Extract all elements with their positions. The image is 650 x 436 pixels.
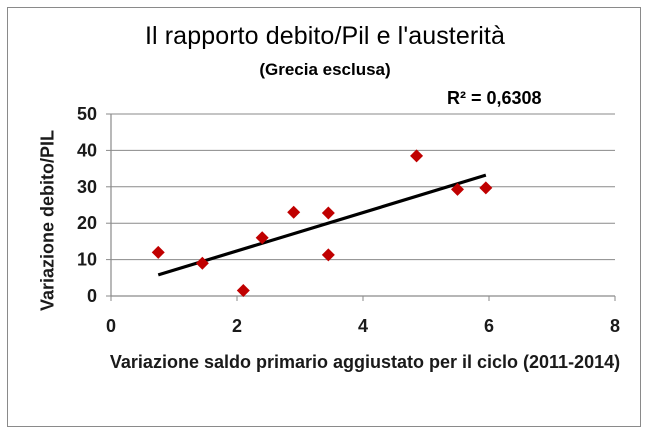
data-point: [195, 256, 209, 270]
y-tick-label: 30: [77, 177, 97, 197]
data-point: [451, 182, 464, 196]
y-tick-label: 0: [87, 286, 97, 306]
y-tick-label: 10: [77, 250, 97, 270]
x-tick-label: 6: [484, 316, 494, 336]
chart-frame: [7, 7, 641, 427]
r-squared-annotation: R² = 0,6308: [447, 88, 542, 108]
data-point: [236, 284, 250, 298]
x-tick-label: 2: [232, 316, 242, 336]
y-tick-label: 20: [77, 213, 97, 233]
chart-subtitle: (Grecia esclusa): [259, 60, 391, 79]
data-point: [479, 181, 493, 195]
y-axis-label: Variazione debito/PIL: [37, 129, 58, 312]
x-tick-label: 4: [358, 316, 368, 336]
x-axis-label: Variazione saldo primario aggiustato per…: [109, 352, 621, 372]
data-point: [321, 206, 335, 220]
data-point: [410, 149, 424, 163]
y-tick-label: 40: [77, 140, 97, 160]
x-tick-label: 8: [610, 316, 620, 336]
y-tick-label: 50: [77, 104, 97, 124]
data-point: [151, 245, 165, 259]
data-point: [287, 205, 301, 219]
x-tick-label: 0: [106, 316, 116, 336]
trendline: [157, 173, 487, 277]
data-point: [255, 231, 269, 245]
data-point: [321, 248, 335, 262]
chart-title: Il rapporto debito/Pil e l'austerità: [145, 22, 505, 50]
